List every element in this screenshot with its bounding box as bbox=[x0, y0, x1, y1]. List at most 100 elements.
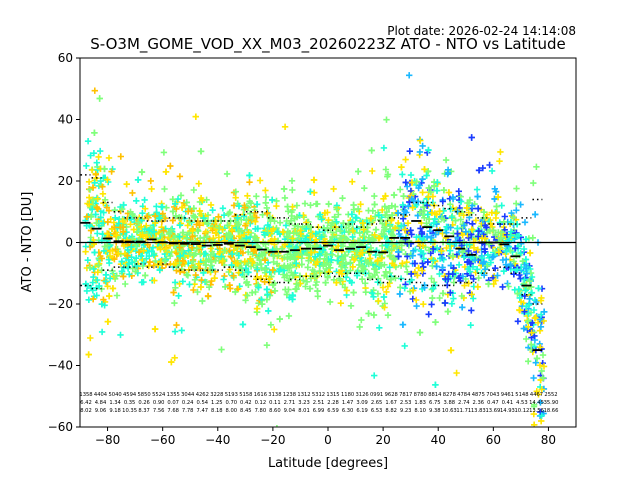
stat-annotation: 9.04 bbox=[284, 408, 296, 414]
scatter-point bbox=[94, 195, 101, 202]
scatter-point bbox=[378, 255, 385, 262]
scatter-point bbox=[496, 158, 503, 165]
stat-annotation: 1358 bbox=[79, 392, 92, 398]
scatter-point bbox=[522, 236, 530, 243]
scatter-point bbox=[325, 216, 332, 224]
scatter-point bbox=[99, 183, 106, 190]
scatter-point bbox=[397, 186, 404, 193]
stat-annotation: 9628 bbox=[385, 392, 398, 398]
scatter-point bbox=[374, 257, 381, 264]
stat-annotation: 11.71 bbox=[456, 408, 471, 414]
scatter-point bbox=[415, 238, 422, 245]
scatter-point bbox=[207, 251, 214, 258]
scatter-point bbox=[286, 220, 293, 227]
scatter-point bbox=[171, 328, 179, 335]
stat-annotation: 8.82 bbox=[385, 408, 397, 414]
scatter-point bbox=[253, 305, 261, 312]
scatter-point bbox=[282, 286, 289, 293]
scatter-point bbox=[177, 192, 185, 199]
scatter-point bbox=[144, 213, 151, 220]
y-tick-label: −60 bbox=[48, 420, 73, 434]
stat-annotation: 10.35 bbox=[122, 408, 137, 414]
scatter-point bbox=[160, 149, 168, 156]
scatter-point bbox=[86, 201, 93, 208]
scatter-point bbox=[215, 234, 223, 241]
scatter-point bbox=[226, 209, 233, 216]
scatter-point bbox=[371, 192, 378, 200]
scatter-point bbox=[241, 258, 248, 265]
scatter-point bbox=[184, 272, 192, 279]
stat-annotation: 4404 bbox=[94, 392, 108, 398]
x-tick-label: 60 bbox=[486, 433, 501, 447]
y-tick-label: 0 bbox=[65, 236, 73, 250]
stat-annotation: 4.53 bbox=[516, 400, 528, 406]
scatter-point bbox=[176, 244, 183, 251]
scatter-point bbox=[259, 211, 266, 218]
scatter-point bbox=[413, 234, 420, 241]
scatter-point bbox=[228, 226, 236, 234]
scatter-point bbox=[83, 287, 91, 295]
scatter-point bbox=[253, 193, 260, 200]
scatter-point bbox=[475, 233, 482, 240]
scatter-point bbox=[102, 278, 109, 285]
scatter-point bbox=[348, 219, 356, 226]
scatter-point bbox=[97, 214, 104, 221]
scatter-point bbox=[95, 262, 102, 269]
scatter-point bbox=[375, 297, 382, 305]
scatter-point bbox=[418, 230, 426, 238]
scatter-point bbox=[492, 214, 500, 222]
scatter-point bbox=[169, 196, 176, 203]
stat-annotation: 8.02 bbox=[80, 408, 92, 414]
scatter-point bbox=[120, 273, 127, 280]
stat-annotation: 18.66 bbox=[544, 408, 559, 414]
scatter-point bbox=[178, 204, 186, 211]
stat-annotation: 2.36 bbox=[473, 400, 485, 406]
scatter-point bbox=[450, 270, 457, 277]
scatter-point bbox=[186, 251, 194, 258]
scatter-point bbox=[273, 260, 281, 267]
scatter-point bbox=[134, 176, 142, 183]
stat-annotation: 13.56 bbox=[529, 408, 544, 414]
scatter-point bbox=[440, 187, 448, 194]
scatter-point bbox=[89, 184, 97, 191]
scatter-point bbox=[279, 228, 287, 236]
scatter-point bbox=[286, 275, 293, 282]
scatter-point bbox=[124, 252, 131, 259]
scatter-point bbox=[191, 263, 198, 270]
scatter-point bbox=[189, 227, 196, 234]
scatter-point bbox=[141, 225, 149, 233]
scatter-point bbox=[382, 211, 389, 219]
stat-annotation: 1355 bbox=[167, 392, 180, 398]
scatter-point bbox=[168, 358, 175, 366]
scatter-point bbox=[436, 208, 443, 215]
scatter-point bbox=[196, 222, 203, 229]
scatter-point bbox=[111, 255, 118, 263]
stat-annotation: 0.42 bbox=[240, 400, 252, 406]
scatter-point bbox=[528, 273, 536, 281]
scatter-point bbox=[349, 233, 356, 241]
scatter-point bbox=[132, 247, 140, 255]
scatter-point bbox=[462, 228, 469, 235]
scatter-point bbox=[425, 184, 433, 192]
scatter-point bbox=[271, 287, 279, 294]
scatter-point bbox=[436, 294, 443, 302]
scatter-point bbox=[398, 164, 405, 171]
scatter-point bbox=[381, 272, 388, 279]
scatter-point bbox=[184, 222, 191, 229]
scatter-point bbox=[414, 198, 422, 205]
scatter-point bbox=[519, 258, 526, 265]
scatter-point bbox=[399, 171, 406, 178]
scatter-point bbox=[288, 177, 296, 184]
scatter-point bbox=[172, 284, 179, 291]
scatter-point bbox=[328, 246, 335, 253]
scatter-point bbox=[535, 285, 542, 292]
scatter-point bbox=[416, 148, 424, 156]
scatter-point bbox=[445, 189, 453, 196]
scatter-point bbox=[316, 268, 323, 275]
scatter-point bbox=[311, 189, 318, 196]
scatter-point bbox=[349, 263, 356, 270]
scatter-point bbox=[337, 300, 344, 307]
scatter-point bbox=[386, 252, 393, 259]
scatter-point bbox=[504, 280, 511, 287]
stat-annotation: 0.35 bbox=[124, 400, 136, 406]
